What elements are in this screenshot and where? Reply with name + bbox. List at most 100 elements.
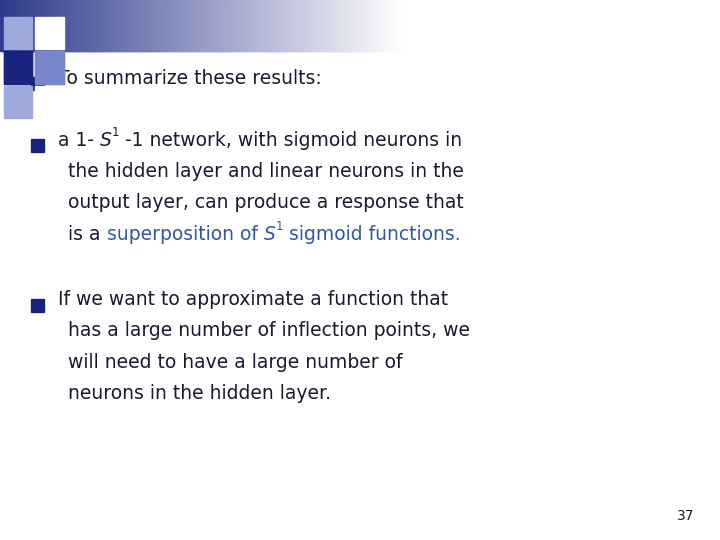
Bar	[240, 0, 243, 51]
Bar	[309, 0, 312, 51]
Bar	[269, 0, 271, 51]
Bar	[307, 0, 309, 51]
Bar	[234, 0, 237, 51]
Bar	[0, 0, 3, 51]
Bar	[62, 0, 65, 51]
Bar	[387, 0, 390, 51]
Bar	[262, 0, 265, 51]
Bar	[96, 0, 98, 51]
Bar	[355, 0, 358, 51]
Bar	[28, 0, 31, 51]
Bar	[348, 0, 351, 51]
Bar	[220, 0, 223, 51]
Bar	[212, 0, 215, 51]
Bar	[118, 0, 121, 51]
Bar	[228, 0, 231, 51]
Bar	[394, 0, 397, 51]
Bar	[188, 0, 191, 51]
Bar	[125, 0, 127, 51]
Bar	[183, 0, 186, 51]
Bar	[321, 0, 324, 51]
Bar	[23, 0, 26, 51]
Bar	[58, 0, 60, 51]
Bar	[89, 0, 91, 51]
Bar	[91, 0, 94, 51]
Bar	[116, 0, 118, 51]
Bar	[25, 0, 28, 51]
Bar	[110, 0, 113, 51]
Bar	[335, 0, 338, 51]
Text: S: S	[264, 225, 276, 244]
Bar	[214, 0, 217, 51]
Bar	[384, 0, 387, 51]
Bar	[330, 0, 333, 51]
Bar	[312, 0, 315, 51]
Bar	[6, 0, 9, 51]
Bar	[136, 0, 138, 51]
Bar	[156, 0, 158, 51]
Bar	[35, 51, 64, 84]
Bar	[35, 86, 64, 118]
Bar	[226, 0, 228, 51]
Bar	[127, 0, 130, 51]
Bar	[206, 0, 208, 51]
Text: 1: 1	[112, 126, 119, 139]
Bar	[93, 0, 96, 51]
Bar	[356, 0, 359, 51]
Bar	[399, 0, 402, 51]
Bar	[124, 0, 127, 51]
Bar	[192, 0, 195, 51]
Bar	[294, 0, 297, 51]
Bar	[368, 0, 371, 51]
Bar	[177, 0, 180, 51]
Bar	[287, 0, 290, 51]
Bar	[327, 0, 329, 51]
Bar	[207, 0, 210, 51]
Text: the hidden layer and linear neurons in the: the hidden layer and linear neurons in t…	[68, 162, 464, 181]
Bar	[133, 0, 136, 51]
Bar	[238, 0, 240, 51]
Bar	[266, 0, 269, 51]
Bar	[340, 0, 343, 51]
Bar	[304, 0, 307, 51]
Bar	[161, 0, 164, 51]
Bar	[146, 0, 149, 51]
Bar	[378, 0, 380, 51]
Bar	[298, 0, 301, 51]
Bar	[390, 0, 392, 51]
Bar	[271, 0, 274, 51]
Bar	[352, 0, 355, 51]
Bar	[129, 0, 132, 51]
Bar	[203, 0, 206, 51]
Bar	[180, 0, 183, 51]
Bar	[45, 0, 47, 51]
Bar	[278, 0, 281, 51]
Bar	[166, 0, 168, 51]
Bar	[386, 0, 389, 51]
Bar	[323, 0, 325, 51]
Bar	[292, 0, 294, 51]
Bar	[56, 0, 59, 51]
Bar	[35, 51, 64, 84]
Text: superposition of: superposition of	[107, 225, 264, 244]
Bar	[31, 139, 44, 152]
Bar	[169, 0, 172, 51]
Bar	[282, 0, 285, 51]
Bar	[204, 0, 207, 51]
Bar	[363, 0, 366, 51]
Bar	[301, 0, 304, 51]
Bar	[307, 0, 310, 51]
Bar	[302, 0, 305, 51]
Bar	[96, 0, 99, 51]
Bar	[391, 0, 394, 51]
Bar	[20, 0, 23, 51]
Bar	[265, 0, 268, 51]
Bar	[215, 0, 218, 51]
Bar	[257, 0, 259, 51]
Text: neurons in the hidden layer.: neurons in the hidden layer.	[68, 384, 331, 403]
Bar	[189, 0, 192, 51]
Bar	[137, 0, 140, 51]
Bar	[14, 0, 17, 51]
Bar	[73, 0, 76, 51]
Bar	[141, 0, 144, 51]
